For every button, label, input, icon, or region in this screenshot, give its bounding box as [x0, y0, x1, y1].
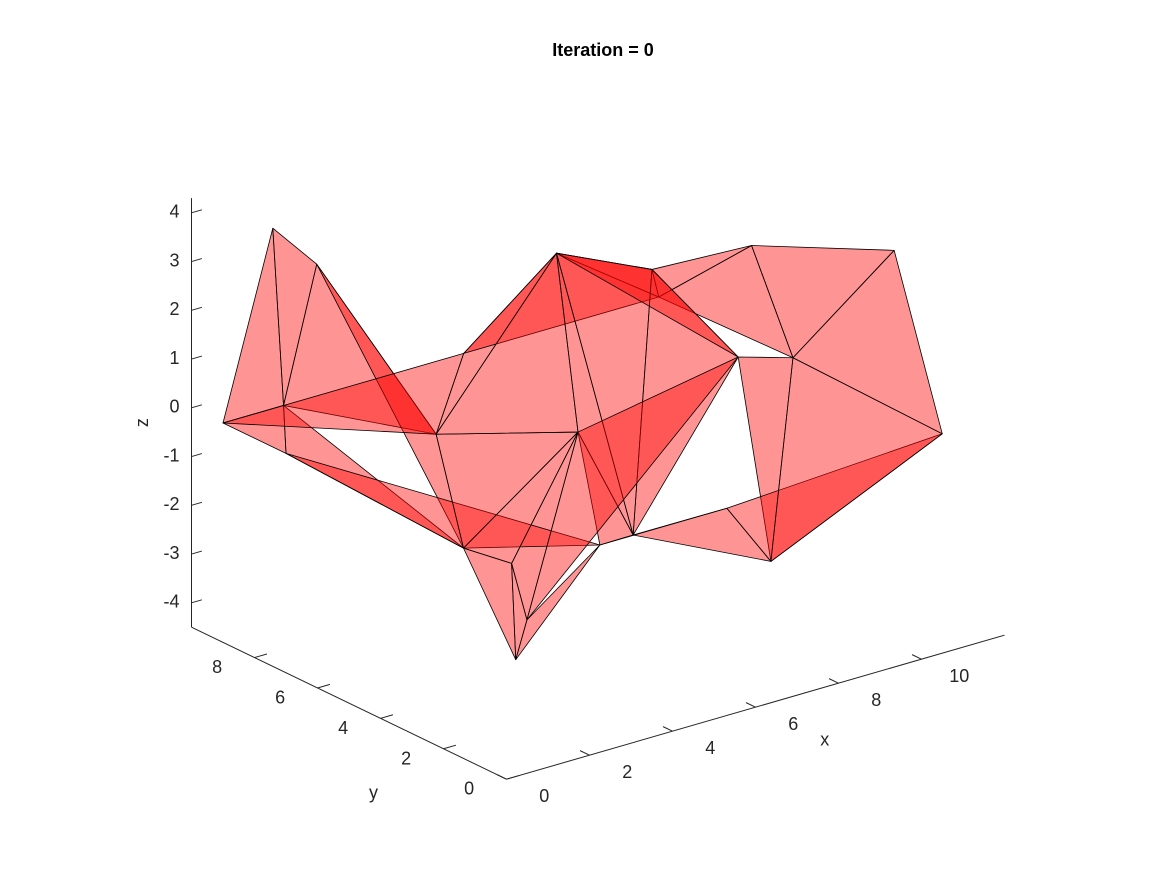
- x-tick: [662, 726, 673, 732]
- z-tick: [191, 306, 203, 311]
- surface-face: [526, 356, 739, 621]
- z-axis-label: z: [132, 418, 152, 427]
- surface-face: [285, 452, 601, 549]
- x-tick: [911, 654, 922, 660]
- z-tick-label: -4: [163, 592, 179, 612]
- z-tick: [191, 258, 203, 263]
- y-tick-label: 4: [338, 718, 348, 738]
- surface-face: [463, 431, 579, 564]
- y-axis: [191, 626, 507, 780]
- surface-face: [556, 252, 739, 358]
- surface-face: [515, 544, 601, 661]
- x-tick: [579, 750, 590, 756]
- z-tick-label: 3: [169, 250, 179, 270]
- z-tick-label: 0: [169, 397, 179, 417]
- x-tick: [496, 774, 507, 780]
- x-tick: [828, 678, 839, 684]
- z-tick: [191, 355, 203, 360]
- y-tick: [254, 653, 268, 659]
- y-axis-label: y: [369, 783, 378, 803]
- surface-face: [770, 357, 943, 562]
- z-tick-label: 4: [169, 202, 179, 222]
- x-tick: [745, 702, 756, 708]
- x-axis-label: x: [820, 729, 829, 749]
- z-tick: [191, 501, 203, 506]
- surface-face: [599, 507, 728, 546]
- x-tick-label: 8: [871, 690, 881, 710]
- x-tick-label: 10: [949, 666, 969, 686]
- z-tick: [191, 453, 203, 458]
- y-tick-label: 8: [212, 657, 222, 677]
- surface-face: [435, 252, 579, 435]
- z-tick-label: -2: [163, 494, 179, 514]
- y-tick: [380, 714, 394, 719]
- z-tick-label: -1: [163, 445, 179, 465]
- z-tick: [191, 209, 203, 214]
- x-tick-label: 4: [705, 738, 715, 758]
- y-tick-label: 0: [464, 779, 474, 799]
- chart-title: Iteration = 0: [552, 40, 654, 60]
- y-tick-label: 6: [275, 688, 285, 708]
- z-tick: [191, 404, 203, 409]
- z-tick-label: -3: [163, 543, 179, 563]
- x-tick-label: 2: [622, 762, 632, 782]
- x-tick-label: 0: [539, 786, 549, 806]
- y-tick: [443, 744, 457, 750]
- y-tick: [317, 683, 331, 689]
- z-tick-label: 2: [169, 299, 179, 319]
- z-tick: [191, 550, 203, 555]
- y-tick-label: 2: [401, 748, 411, 768]
- surface-face: [463, 547, 517, 661]
- x-tick-label: 6: [788, 714, 798, 734]
- z-tick-label: 1: [169, 348, 179, 368]
- z-tick: [191, 599, 203, 604]
- y-tick: [506, 775, 520, 780]
